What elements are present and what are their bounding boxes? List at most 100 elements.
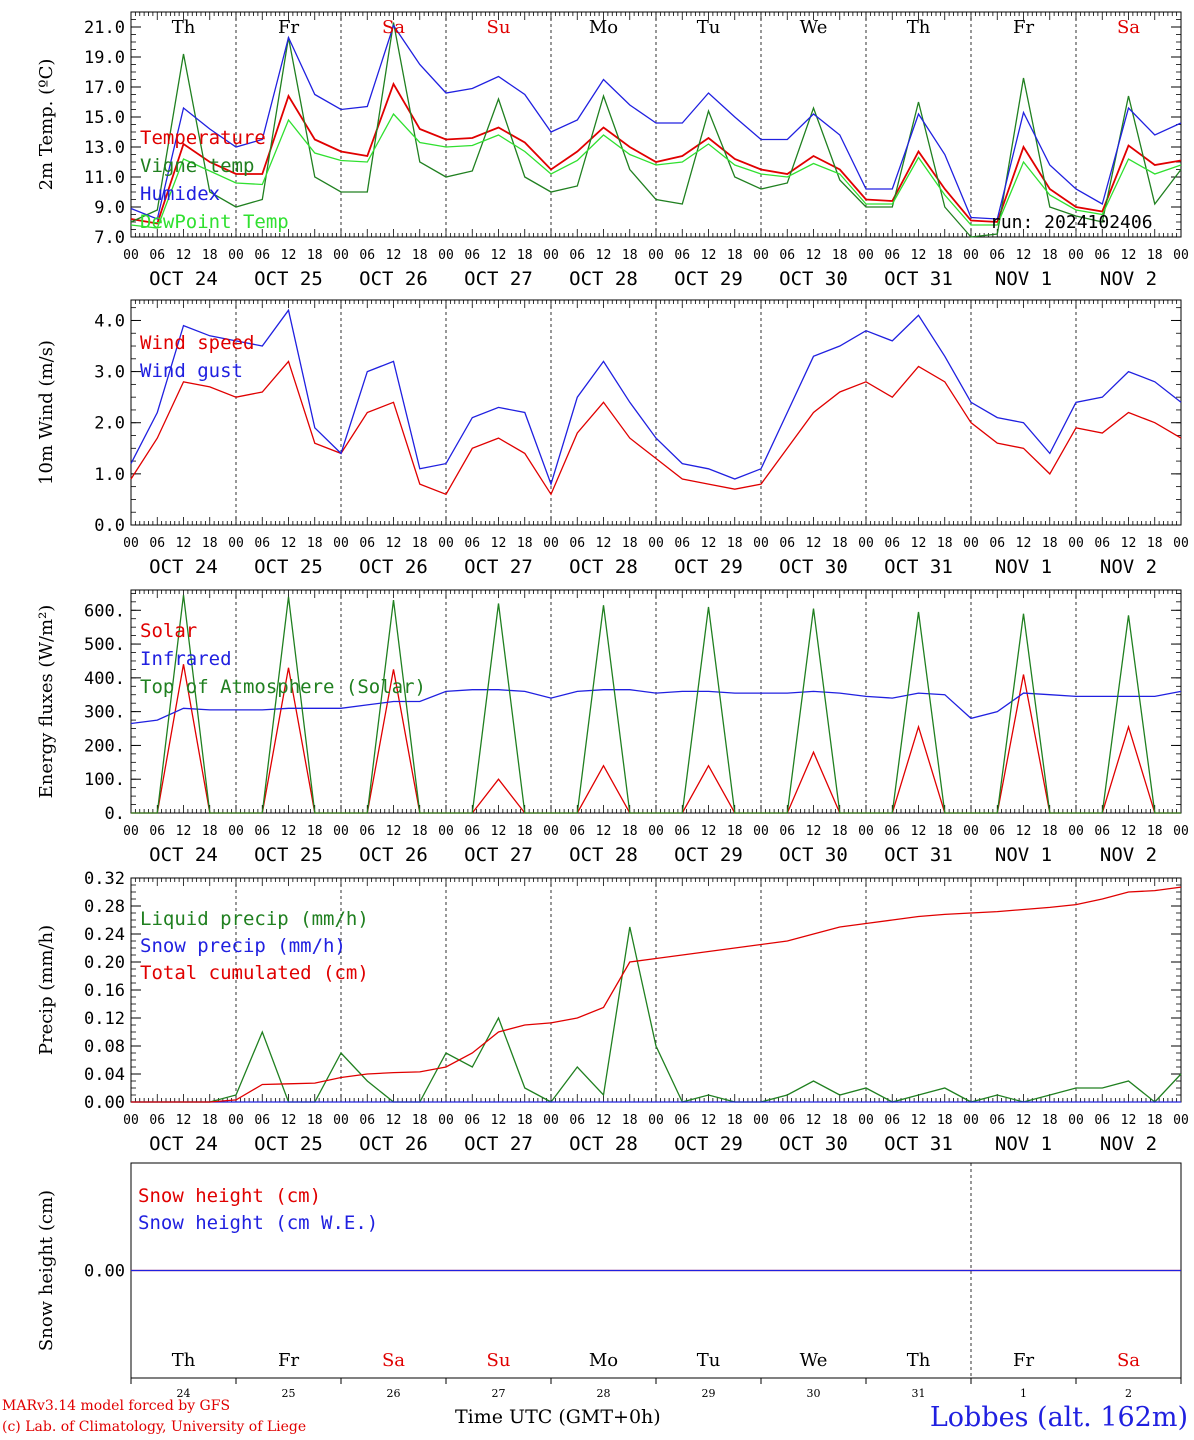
y-axis-label: Snow height (cm) [36, 1190, 57, 1351]
date-label: 25 [282, 1387, 296, 1400]
y-tick-label: 0.12 [84, 1009, 125, 1029]
series-line-infrared [130, 689, 1182, 725]
hour-label: 00 [963, 824, 979, 839]
hour-label: 00 [228, 824, 244, 839]
day-name: Th [172, 17, 196, 38]
date-label: 28 [597, 1387, 611, 1400]
hour-label: 12 [911, 824, 927, 839]
y-tick-label: 7.0 [94, 228, 125, 248]
hour-label: 12 [1016, 248, 1032, 263]
y-tick-label: 0.28 [84, 897, 125, 917]
date-label: OCT 28 [569, 268, 638, 290]
day-name: Fr [1013, 1350, 1034, 1371]
hour-label: 06 [674, 536, 690, 551]
hour-label: 06 [884, 536, 900, 551]
hour-label: 06 [989, 248, 1005, 263]
hour-label: 00 [123, 248, 139, 263]
legend-snow-precip-mm-h-: Snow precip (mm/h) [140, 935, 346, 957]
date-label: OCT 24 [149, 268, 218, 290]
day-name: We [800, 1350, 828, 1371]
hour-label: 00 [333, 824, 349, 839]
date-label: NOV 2 [1100, 268, 1157, 290]
hour-label: 00 [228, 248, 244, 263]
day-name: Mo [589, 1350, 618, 1371]
date-label: NOV 2 [1100, 1133, 1157, 1155]
hour-label: 06 [884, 1113, 900, 1128]
date-label: 27 [492, 1387, 506, 1400]
y-tick-label: 0.0 [94, 516, 125, 536]
hour-label: 00 [648, 1113, 664, 1128]
legend-temperature: Temperature [140, 127, 266, 149]
hour-label: 12 [386, 824, 402, 839]
hour-label: 12 [281, 824, 297, 839]
hour-label: 00 [753, 824, 769, 839]
x-axis-title: Time UTC (GMT+0h) [455, 1406, 661, 1428]
hour-label: 00 [648, 824, 664, 839]
hour-label: 12 [701, 824, 717, 839]
hour-label: 18 [1042, 824, 1058, 839]
y-tick-label: 200. [84, 736, 125, 756]
hour-label: 06 [359, 248, 375, 263]
y-tick-label: 19.0 [84, 48, 125, 68]
hour-label: 12 [596, 536, 612, 551]
date-label: OCT 27 [464, 844, 533, 866]
y-tick-label: 1.0 [94, 465, 125, 485]
run-annotation: run: 2024102406 [990, 212, 1153, 233]
date-label: OCT 25 [254, 268, 323, 290]
date-label: OCT 25 [254, 844, 323, 866]
hour-label: 00 [543, 824, 559, 839]
date-label: OCT 25 [254, 1133, 323, 1155]
hour-label: 00 [1068, 536, 1084, 551]
date-label: OCT 28 [569, 844, 638, 866]
hour-label: 06 [569, 1113, 585, 1128]
y-tick-label: 0. [105, 804, 125, 824]
hour-label: 06 [359, 536, 375, 551]
hour-label: 12 [1121, 248, 1137, 263]
hour-label: 00 [1173, 248, 1189, 263]
day-name: Sa [1117, 17, 1140, 38]
hour-label: 06 [254, 536, 270, 551]
date-label: 31 [912, 1387, 926, 1400]
date-label: OCT 31 [884, 556, 953, 578]
hour-label: 12 [176, 536, 192, 551]
hour-label: 12 [386, 1113, 402, 1128]
hour-label: 18 [832, 248, 848, 263]
date-label: OCT 30 [779, 844, 848, 866]
hour-label: 00 [123, 1113, 139, 1128]
hour-label: 18 [1147, 824, 1163, 839]
legend-solar: Solar [140, 620, 197, 642]
hour-label: 06 [674, 248, 690, 263]
series-line-temperature [130, 81, 1182, 225]
y-tick-label: 0.00 [84, 1093, 125, 1113]
hour-label: 00 [333, 536, 349, 551]
hour-label: 06 [464, 536, 480, 551]
hour-label: 06 [1094, 536, 1110, 551]
hour-label: 06 [779, 1113, 795, 1128]
date-label: OCT 24 [149, 1133, 218, 1155]
date-label: OCT 26 [359, 556, 428, 578]
y-tick-label: 0.24 [84, 925, 125, 945]
y-axis-label: Energy fluxes (W/m²) [36, 605, 57, 799]
hour-label: 18 [412, 536, 428, 551]
day-name: Fr [278, 17, 299, 38]
hour-label: 00 [438, 1113, 454, 1128]
hour-label: 12 [491, 1113, 507, 1128]
hour-label: 12 [491, 824, 507, 839]
hour-label: 18 [937, 824, 953, 839]
y-tick-label: 17.0 [84, 78, 125, 98]
legend-humidex: Humidex [140, 183, 220, 205]
hour-label: 12 [1016, 536, 1032, 551]
hour-label: 00 [858, 248, 874, 263]
hour-label: 00 [543, 1113, 559, 1128]
hour-label: 18 [202, 1113, 218, 1128]
panel-frame-2 [130, 589, 1182, 814]
y-tick-label: 3.0 [94, 363, 125, 383]
hour-label: 00 [753, 248, 769, 263]
hour-label: 18 [202, 248, 218, 263]
hour-label: 12 [1016, 1113, 1032, 1128]
y-tick-label: 100. [84, 770, 125, 790]
date-label: OCT 27 [464, 268, 533, 290]
legend-snow-height-cm-: Snow height (cm) [138, 1185, 321, 1207]
y-axis-label: 10m Wind (m/s) [36, 340, 57, 485]
hour-label: 18 [412, 1113, 428, 1128]
